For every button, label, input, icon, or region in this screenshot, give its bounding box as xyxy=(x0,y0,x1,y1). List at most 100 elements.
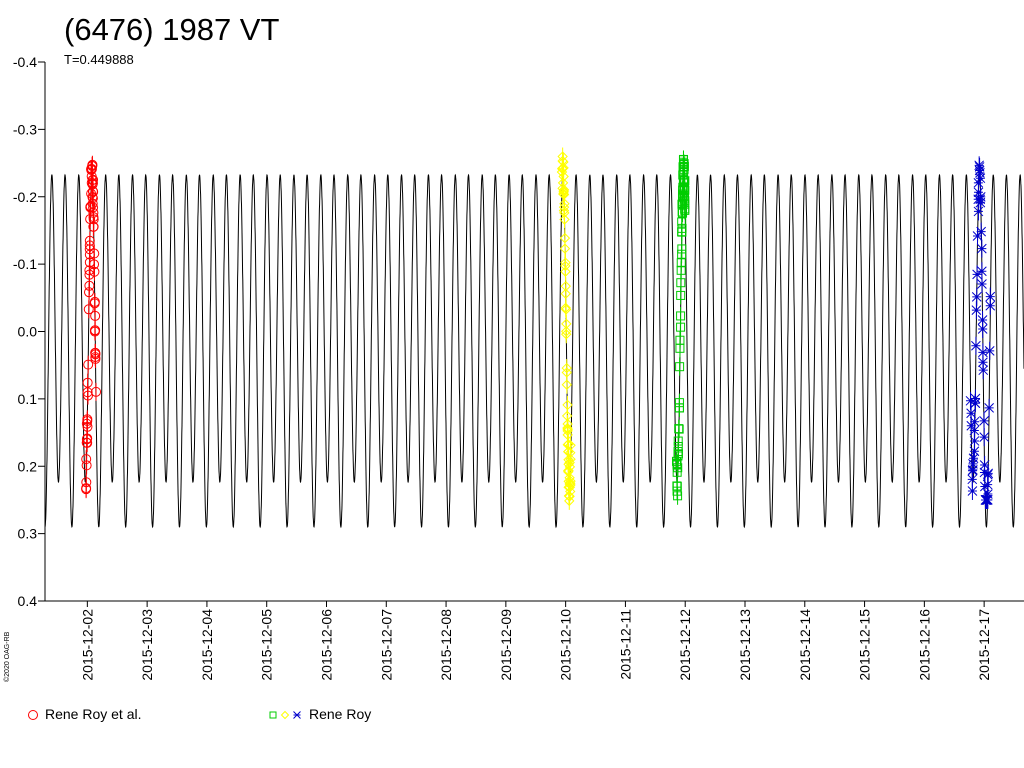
data-point xyxy=(84,257,95,268)
data-point-shape xyxy=(87,192,98,203)
data-point-shape xyxy=(985,291,996,302)
data-point xyxy=(977,324,988,334)
data-point xyxy=(673,436,683,446)
legend-marker-star-shape xyxy=(293,711,301,719)
data-point-shape xyxy=(82,415,93,426)
data-point-shape xyxy=(86,177,97,188)
data-point-shape xyxy=(974,160,985,171)
data-point xyxy=(677,227,687,237)
x-tick-label: 2015-12-02 xyxy=(79,609,95,681)
data-point-shape xyxy=(564,495,575,507)
data-point xyxy=(672,460,682,470)
y-tick-label: 0.0 xyxy=(18,324,38,340)
data-point-shape xyxy=(88,202,99,213)
data-point-shape xyxy=(83,304,94,315)
data-point-shape xyxy=(565,454,576,465)
data-point xyxy=(675,362,685,372)
y-tick-label: -0.4 xyxy=(13,54,37,70)
data-point-shape xyxy=(975,168,985,178)
data-point-shape xyxy=(558,205,570,216)
data-point xyxy=(83,359,94,370)
data-point-shape xyxy=(968,453,979,464)
data-point xyxy=(976,243,987,254)
data-point-shape xyxy=(559,243,571,254)
x-tick-label: 2015-12-07 xyxy=(378,609,394,681)
data-point-shape xyxy=(677,207,687,217)
data-point-shape xyxy=(561,410,573,422)
data-point-shape xyxy=(558,185,569,197)
x-tick-label: 2015-12-17 xyxy=(976,609,992,681)
legend-marker-diamond-shape xyxy=(280,710,290,720)
x-tick-label: 2015-12-03 xyxy=(139,609,155,681)
data-point-shape xyxy=(84,257,95,268)
x-tick-label: 2015-12-04 xyxy=(199,609,215,681)
data-point xyxy=(977,279,987,289)
data-point xyxy=(90,349,101,360)
data-point-shape xyxy=(981,495,992,505)
data-point-shape xyxy=(969,416,980,427)
data-point xyxy=(985,300,996,311)
data-point xyxy=(680,204,690,214)
data-point xyxy=(974,160,985,171)
x-tick-label: 2015-12-05 xyxy=(259,609,275,681)
data-point-shape xyxy=(558,162,569,174)
data-point xyxy=(85,201,96,212)
data-point xyxy=(85,214,96,225)
data-point-shape xyxy=(972,269,982,280)
legend: Rene Roy et al. Rene Roy xyxy=(28,706,371,722)
series-diamond-1 xyxy=(556,147,576,510)
data-point-shape xyxy=(561,379,573,390)
data-point-shape xyxy=(971,291,982,302)
data-point-shape xyxy=(562,429,573,441)
data-point xyxy=(984,346,995,356)
legend-marker-square-shape xyxy=(269,711,277,719)
series-circle-0 xyxy=(81,155,102,499)
data-point xyxy=(967,486,978,496)
data-point xyxy=(89,296,100,307)
data-point-shape xyxy=(972,231,983,241)
y-tick-label: 0.3 xyxy=(18,526,38,542)
copyright-text: ©2020 OAG-RB xyxy=(3,631,11,682)
data-point-shape xyxy=(558,156,569,168)
legend-marker-star xyxy=(293,711,301,719)
data-point xyxy=(83,304,94,315)
data-point-shape xyxy=(561,362,572,374)
data-series xyxy=(81,147,996,510)
data-point xyxy=(979,432,990,442)
data-point xyxy=(969,416,980,427)
data-point xyxy=(560,257,571,268)
data-point-shape xyxy=(91,386,102,397)
legend-marker-diamond xyxy=(280,710,290,720)
data-point-shape xyxy=(90,349,101,360)
data-point xyxy=(678,157,688,167)
data-point-shape xyxy=(674,403,684,413)
data-point-shape xyxy=(559,232,571,244)
y-tick-label: -0.2 xyxy=(13,189,37,205)
y-tick-label: 0.2 xyxy=(18,458,38,474)
data-point xyxy=(82,437,93,448)
data-point xyxy=(564,495,575,507)
data-point xyxy=(563,466,574,478)
data-point-shape xyxy=(672,486,682,496)
data-point xyxy=(561,410,573,422)
data-point xyxy=(564,461,576,473)
data-point xyxy=(675,335,685,345)
x-tick-label: 2015-12-08 xyxy=(438,609,454,681)
data-point xyxy=(559,232,571,244)
data-point-shape xyxy=(979,415,989,426)
data-point-shape xyxy=(969,436,980,446)
data-point xyxy=(556,166,568,178)
data-point xyxy=(983,468,994,479)
data-point xyxy=(561,362,572,374)
data-point-shape xyxy=(984,346,995,356)
data-point-shape xyxy=(675,335,685,345)
data-point xyxy=(89,326,100,337)
data-point-shape xyxy=(86,164,97,175)
legend-marker-circle-shape xyxy=(28,710,38,720)
data-point xyxy=(87,192,98,203)
data-point-shape xyxy=(89,326,100,337)
y-tick-label: 0.4 xyxy=(18,593,38,609)
data-point-shape xyxy=(560,257,571,268)
data-point xyxy=(969,436,980,446)
data-point xyxy=(676,278,686,288)
